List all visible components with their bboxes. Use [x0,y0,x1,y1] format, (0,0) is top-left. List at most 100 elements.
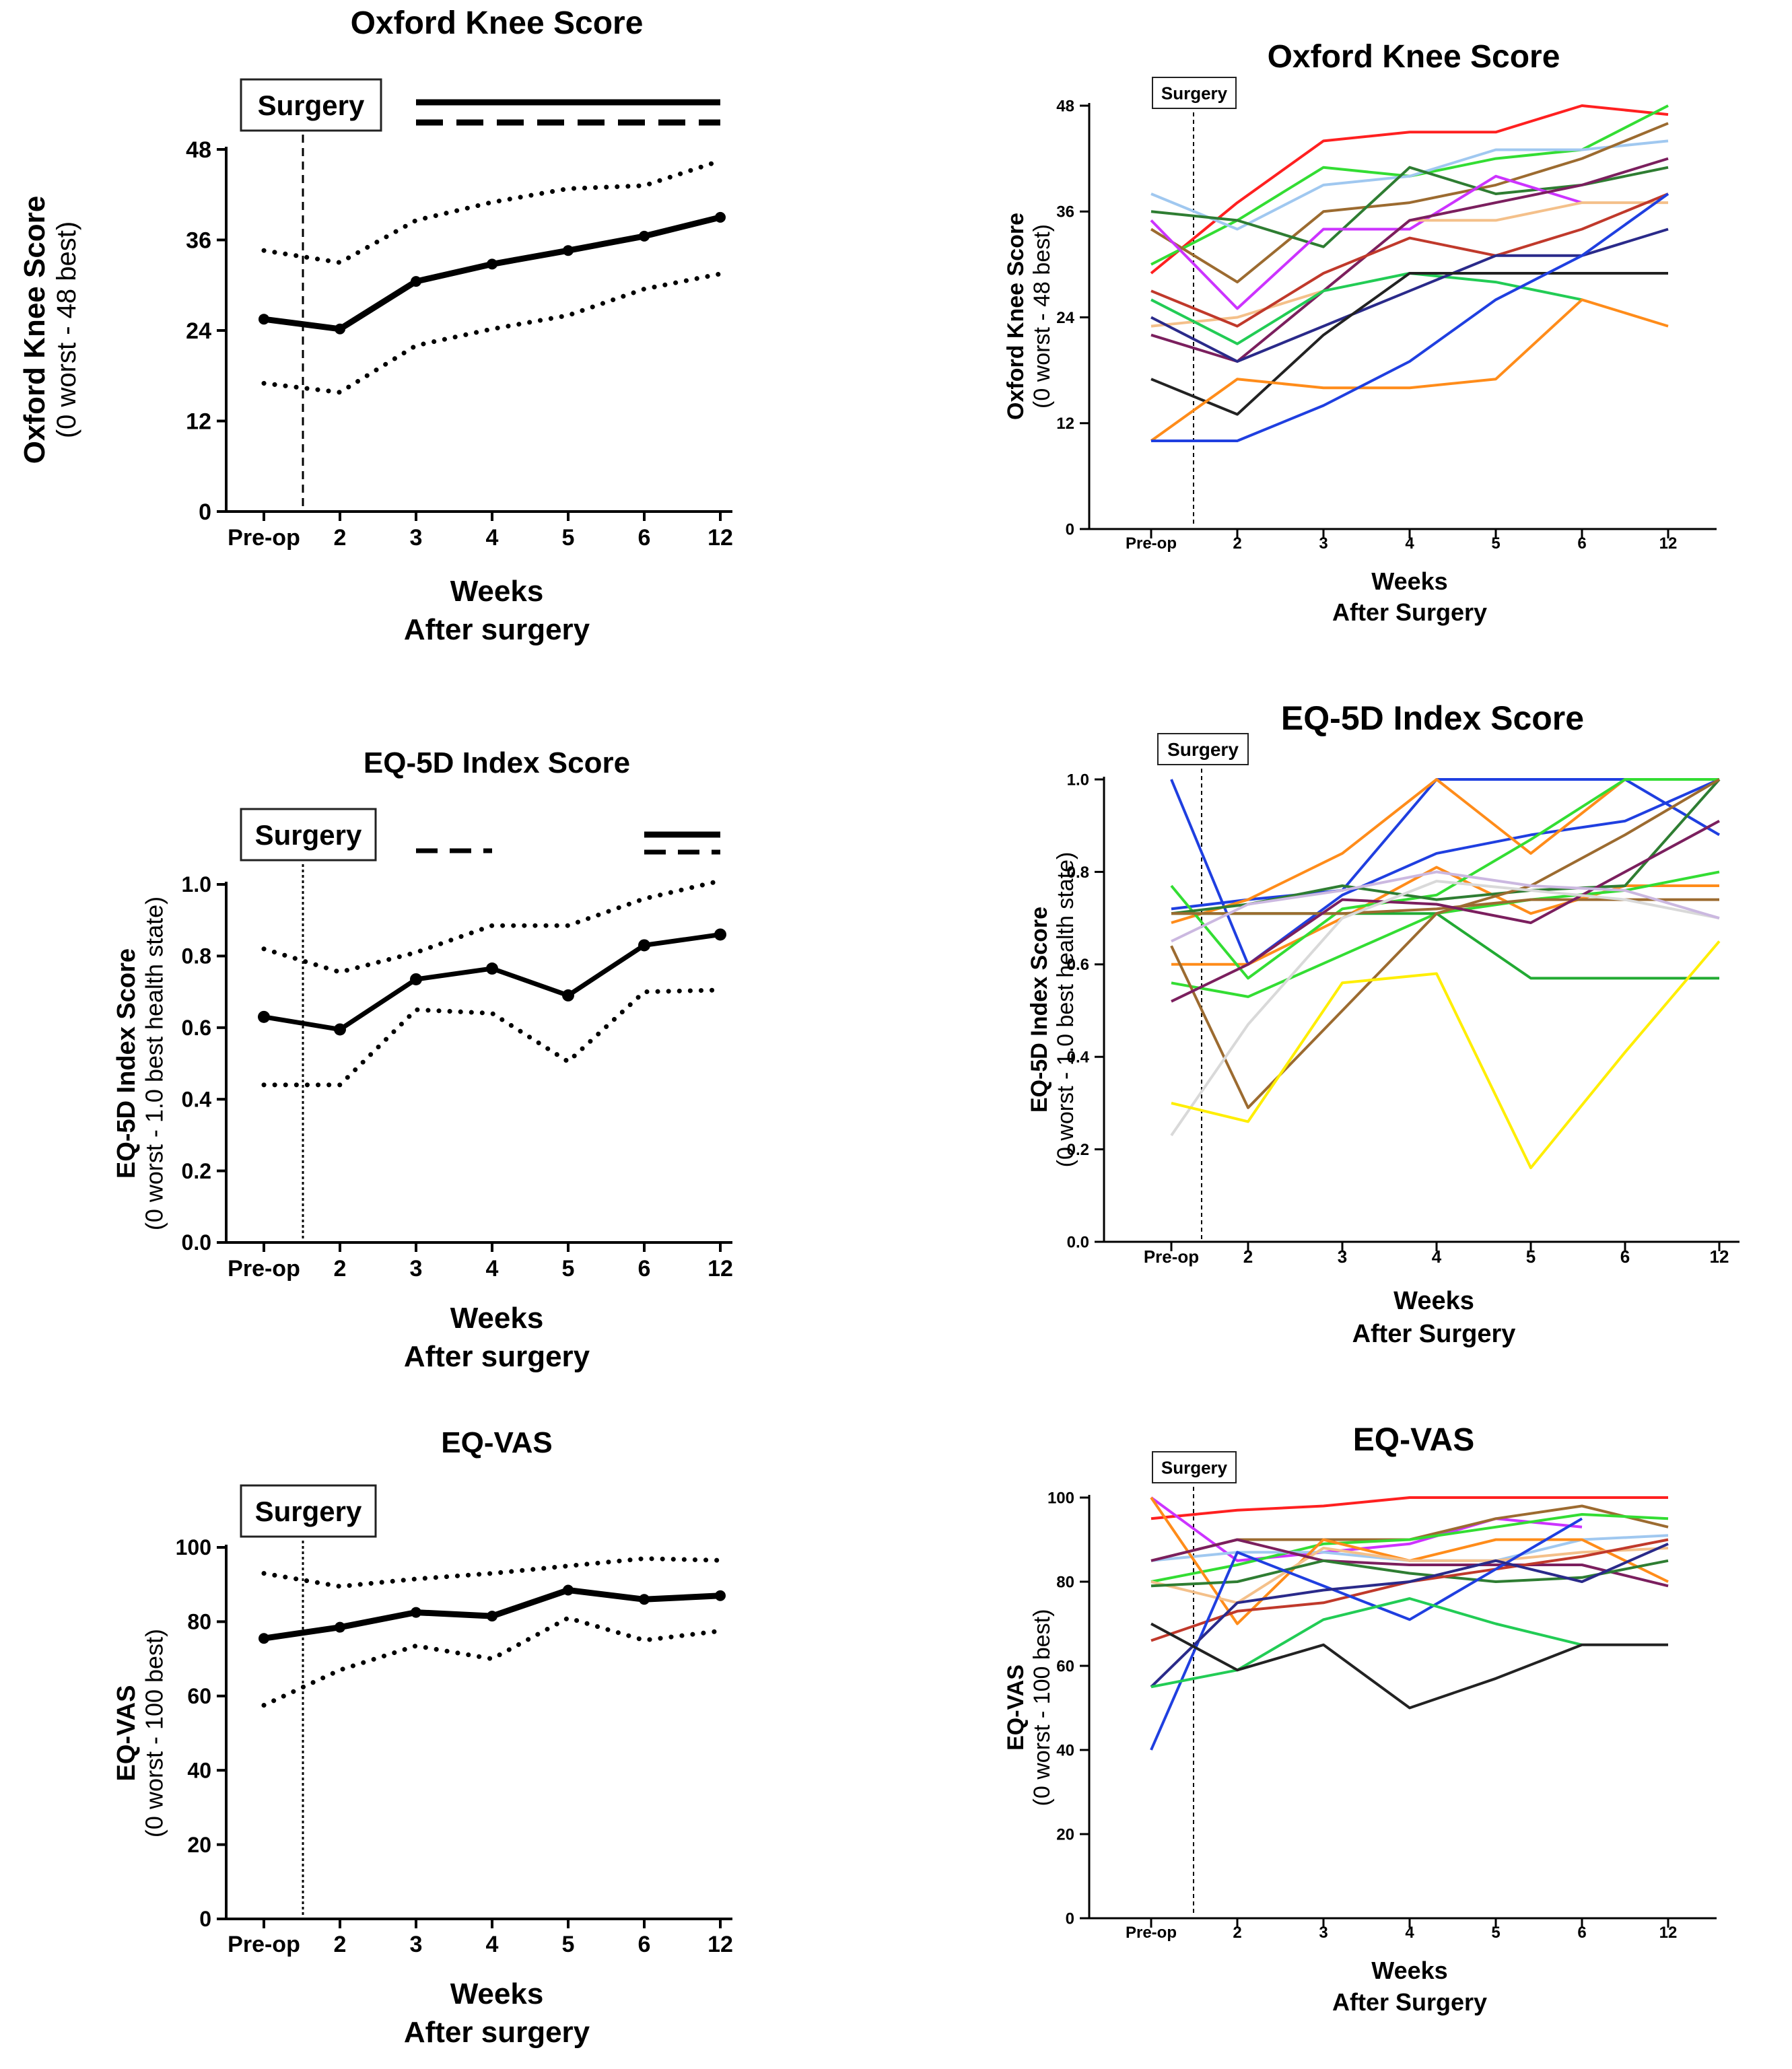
y-tick-label: 0.6 [1067,956,1089,974]
patient-line-P12 [1170,880,1720,1137]
patient-line-P14 [1171,940,1721,1170]
surgery-box [240,1484,377,1538]
patient-line-P13 [1150,1597,1583,1689]
chart-title: Oxford Knee Score [351,5,644,41]
y-axis-label-main: EQ-VAS [112,1685,141,1782]
y-axis-label-main: EQ-VAS [1003,1664,1029,1751]
chart-oks_indiv: Oxford Knee Score 0 12 24 36 48 Pre-op 2 3 4 5 6 12 W… [1003,39,1717,626]
x-tick-label: Pre-op [1126,534,1177,553]
chart-title: EQ-VAS [1353,1422,1474,1458]
x-tick-label: 5 [1526,1247,1536,1267]
y-tick-label: 0.0 [182,1230,211,1255]
x-tick-label: 12 [708,525,733,551]
patient-line-P14 [1150,1622,1668,1710]
patient-line-P2 [1150,104,1669,266]
y-axis-label-range: (0 worst - 1.0 best health state) [1053,852,1078,1168]
x-tick-label: 3 [1319,534,1328,553]
mean-point [487,1611,497,1622]
x-axis-sublabel: After Surgery [1332,598,1487,626]
y-axis-label: EQ-VAS(0 worst - 100 best) [1003,1609,1055,1807]
chart-title: EQ-5D Index Score [364,746,630,779]
y-tick-label: 60 [1056,1657,1074,1675]
y-tick-label: 0 [199,499,211,525]
x-axis-label: Weeks [1371,1957,1447,1984]
y-tick-label: 48 [186,137,211,163]
x-axis-sublabel: After surgery [404,613,590,646]
y-tick-label: 1.0 [1067,771,1089,789]
mean-point [563,245,574,256]
y-axis-label-range: (0 worst - 48 best) [52,221,81,438]
x-tick-label: 2 [1233,1924,1241,1942]
surgery-box [1157,733,1249,765]
mean-point [411,276,421,287]
y-tick-label: 12 [186,409,211,434]
y-tick-label: 100 [176,1535,211,1559]
y-tick-label: 1.0 [182,872,211,897]
x-tick-label: 5 [1491,1924,1500,1942]
mean-line [263,214,722,332]
surgery-label: Surgery [255,1496,362,1527]
patient-line-P8 [1150,157,1669,363]
x-tick-label: 4 [486,1932,499,1957]
mean-point [715,211,726,223]
y-tick-label: 36 [1056,203,1074,221]
mean-point [259,1633,269,1644]
mean-point [335,1621,345,1633]
ci-line [261,158,723,265]
surgery-box [240,808,377,862]
x-tick-label: 12 [1710,1247,1729,1267]
y-axis-label-main: Oxford Knee Score [1003,213,1029,420]
y-tick-label: 0.8 [182,944,211,969]
x-tick-label: 3 [1319,1924,1328,1942]
mean-point [639,1594,650,1605]
surgery-label: Surgery [255,819,362,851]
mean-point [335,323,345,335]
patient-line-P9 [1150,1559,1669,1588]
chart-title: EQ-5D Index Score [1281,699,1584,737]
mean-point [487,258,497,270]
x-tick-label: 2 [334,1256,347,1282]
y-axis-label-range: (0 worst - 1.0 best health state) [140,897,168,1230]
ci-line [261,1615,723,1708]
patient-line-P5 [1170,778,1719,980]
y-tick-label: 40 [1056,1741,1074,1759]
y-tick-label: 0 [1066,1909,1074,1928]
x-tick-label: 6 [638,1932,651,1957]
patient-line-P12 [1150,272,1668,416]
x-tick-label: 4 [1405,534,1414,553]
x-tick-label: 5 [562,1256,575,1282]
surgery-label: Surgery [258,90,365,121]
x-tick-label: 2 [334,525,347,551]
y-tick-label: 0.6 [182,1016,211,1040]
y-tick-label: 0 [199,1907,211,1931]
ci-line [261,878,723,975]
x-axis-label: Weeks [450,1302,544,1335]
x-tick-label: Pre-op [1144,1247,1199,1267]
y-tick-label: 80 [1056,1573,1074,1591]
y-tick-label: 0.8 [1067,864,1089,882]
surgery-box [1152,77,1237,109]
patient-line-P14 [1151,192,1669,442]
x-tick-label: Pre-op [228,525,300,551]
ci-line [261,271,723,395]
mean-point [486,962,498,975]
chart-vas_indiv: EQ-VAS 0 20 40 60 80 100 Pre-op 2 3 4 5 6 12 Weeks Afte… [1003,1422,1717,2016]
y-tick-label: 0 [1066,520,1074,538]
mean-point [258,1010,270,1023]
surgery-label: Surgery [1161,83,1228,103]
y-tick-label: 0.4 [1067,1049,1090,1067]
x-tick-label: Pre-op [228,1256,300,1282]
y-tick-label: 24 [186,318,211,344]
x-axis-label: Weeks [1393,1287,1474,1315]
y-tick-label: 0.2 [1067,1141,1089,1159]
y-tick-label: 20 [1056,1825,1074,1844]
y-axis-label-range: (0 worst - 100 best) [140,1629,168,1837]
patient-line-P3 [1150,139,1669,231]
mean-point [259,314,269,325]
y-tick-label: 80 [187,1610,211,1634]
x-axis-sublabel: After Surgery [1332,1988,1487,2016]
surgery-box [240,78,382,132]
y-axis-label: EQ-VAS(0 worst - 100 best) [112,1629,168,1837]
x-axis-sublabel: After surgery [404,2016,590,2049]
x-tick-label: 6 [1577,1924,1586,1942]
